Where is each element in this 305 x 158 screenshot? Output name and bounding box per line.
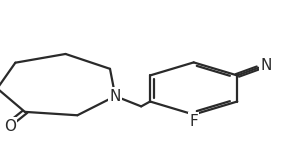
- Text: N: N: [260, 58, 272, 73]
- Text: O: O: [4, 119, 16, 134]
- Text: F: F: [189, 114, 198, 129]
- Text: N: N: [109, 89, 121, 104]
